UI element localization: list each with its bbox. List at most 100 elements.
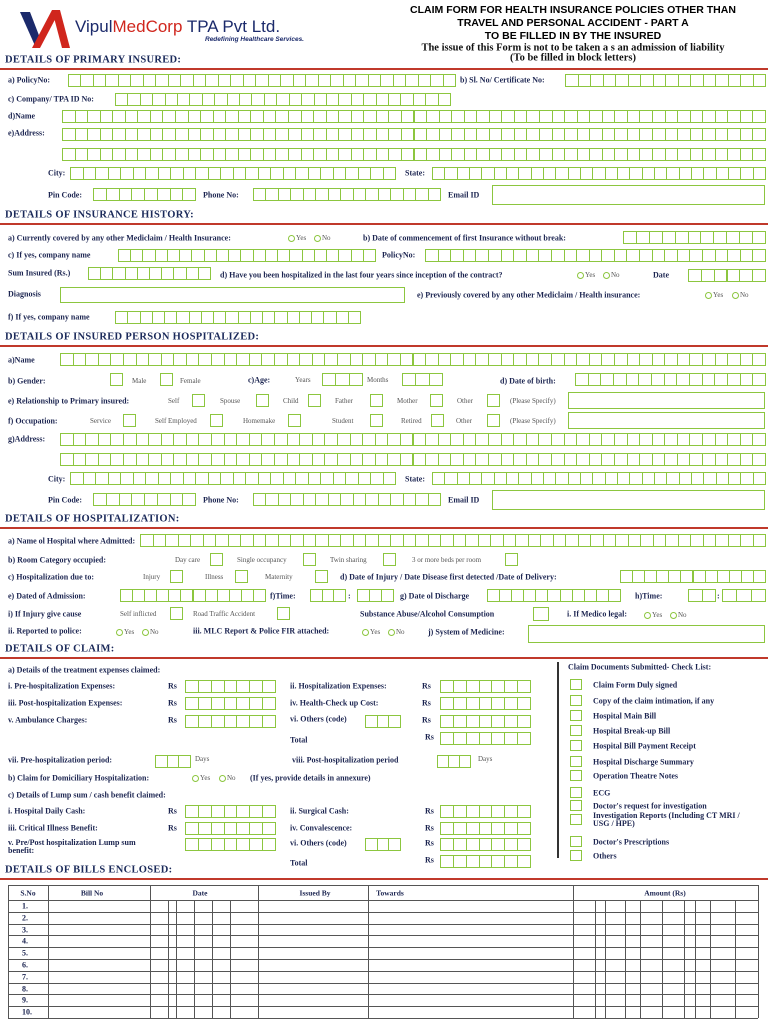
input-cell[interactable] xyxy=(426,128,440,141)
input-cell[interactable] xyxy=(362,249,376,262)
input-cell[interactable] xyxy=(352,534,366,547)
input-cell[interactable] xyxy=(639,353,653,366)
radio-button[interactable] xyxy=(670,611,677,619)
input-cell[interactable] xyxy=(639,453,653,466)
input-cell[interactable] xyxy=(739,231,754,244)
input-box[interactable] xyxy=(160,373,173,386)
input-box[interactable] xyxy=(492,490,765,510)
input-cell[interactable] xyxy=(504,855,519,868)
input-cell[interactable] xyxy=(236,453,250,466)
input-cell[interactable] xyxy=(192,74,207,87)
input-cell[interactable] xyxy=(225,148,239,161)
input-cell[interactable] xyxy=(664,249,678,262)
input-cell[interactable] xyxy=(702,534,716,547)
input-box[interactable] xyxy=(487,394,500,407)
input-cell[interactable] xyxy=(185,697,199,710)
input-cell[interactable] xyxy=(700,269,715,282)
input-cell[interactable] xyxy=(189,93,203,106)
radio-button[interactable] xyxy=(192,774,199,782)
input-cell[interactable] xyxy=(365,188,379,201)
input-cell[interactable] xyxy=(663,373,678,386)
input-cell[interactable] xyxy=(217,74,232,87)
input-cell[interactable] xyxy=(469,472,483,485)
input-cell[interactable] xyxy=(715,74,729,87)
input-cell[interactable] xyxy=(550,249,565,262)
input-cell[interactable] xyxy=(607,589,621,602)
input-box[interactable] xyxy=(570,679,582,690)
input-cell[interactable] xyxy=(567,472,581,485)
input-cell[interactable] xyxy=(139,311,153,324)
input-cell[interactable] xyxy=(565,74,579,87)
input-cell[interactable] xyxy=(313,93,327,106)
input-cell[interactable] xyxy=(182,167,196,180)
input-cell[interactable] xyxy=(651,249,666,262)
input-cell[interactable] xyxy=(145,167,159,180)
input-cell[interactable] xyxy=(752,373,766,386)
input-cell[interactable] xyxy=(207,167,221,180)
input-cell[interactable] xyxy=(588,453,603,466)
input-cell[interactable] xyxy=(437,93,451,106)
input-cell[interactable] xyxy=(540,534,554,547)
input-cell[interactable] xyxy=(249,680,264,693)
input-cell[interactable] xyxy=(261,353,275,366)
input-cell[interactable] xyxy=(149,110,164,123)
input-cell[interactable] xyxy=(702,148,716,161)
input-cell[interactable] xyxy=(601,353,615,366)
input-cell[interactable] xyxy=(105,493,120,506)
input-cell[interactable] xyxy=(563,249,578,262)
input-cell[interactable] xyxy=(178,755,191,768)
input-cell[interactable] xyxy=(440,822,454,835)
input-cell[interactable] xyxy=(727,534,741,547)
input-cell[interactable] xyxy=(87,148,101,161)
input-cell[interactable] xyxy=(641,167,655,180)
input-cell[interactable] xyxy=(210,805,225,818)
input-cell[interactable] xyxy=(144,493,158,506)
input-cell[interactable] xyxy=(639,148,653,161)
input-cell[interactable] xyxy=(200,148,214,161)
input-cell[interactable] xyxy=(465,822,480,835)
input-cell[interactable] xyxy=(253,188,267,201)
input-cell[interactable] xyxy=(210,715,225,728)
input-cell[interactable] xyxy=(465,855,480,868)
input-cell[interactable] xyxy=(239,93,253,106)
input-cell[interactable] xyxy=(690,534,704,547)
input-cell[interactable] xyxy=(270,167,284,180)
input-cell[interactable] xyxy=(504,822,519,835)
input-cell[interactable] xyxy=(311,353,326,366)
input-cell[interactable] xyxy=(614,128,628,141)
input-cell[interactable] xyxy=(197,697,212,710)
input-cell[interactable] xyxy=(478,732,493,745)
input-cell[interactable] xyxy=(100,267,114,280)
input-box[interactable] xyxy=(570,740,582,751)
input-box[interactable] xyxy=(570,725,582,736)
input-cell[interactable] xyxy=(267,74,282,87)
input-cell[interactable] xyxy=(185,453,200,466)
input-cell[interactable] xyxy=(110,453,124,466)
input-cell[interactable] xyxy=(325,93,340,106)
input-box[interactable] xyxy=(315,570,328,583)
input-cell[interactable] xyxy=(701,589,716,602)
input-cell[interactable] xyxy=(177,93,191,106)
input-cell[interactable] xyxy=(257,472,271,485)
input-cell[interactable] xyxy=(714,373,728,386)
input-cell[interactable] xyxy=(99,148,114,161)
input-cell[interactable] xyxy=(551,110,566,123)
input-cell[interactable] xyxy=(504,697,519,710)
input-cell[interactable] xyxy=(567,167,581,180)
input-cell[interactable] xyxy=(626,249,641,262)
input-cell[interactable] xyxy=(614,110,628,123)
input-cell[interactable] xyxy=(340,493,354,506)
input-cell[interactable] xyxy=(197,715,212,728)
input-cell[interactable] xyxy=(249,805,264,818)
input-cell[interactable] xyxy=(462,353,477,366)
input-cell[interactable] xyxy=(286,453,301,466)
input-cell[interactable] xyxy=(148,433,162,446)
input-cell[interactable] xyxy=(170,167,184,180)
input-cell[interactable] xyxy=(635,231,650,244)
input-cell[interactable] xyxy=(264,249,279,262)
input-cell[interactable] xyxy=(465,534,479,547)
input-cell[interactable] xyxy=(576,110,591,123)
input-cell[interactable] xyxy=(324,453,338,466)
input-cell[interactable] xyxy=(488,110,503,123)
input-cell[interactable] xyxy=(107,167,121,180)
